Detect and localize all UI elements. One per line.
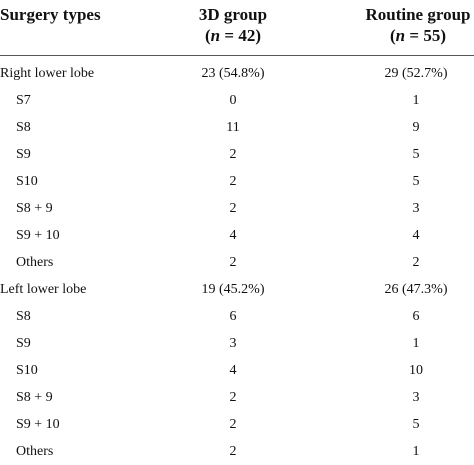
cell-routine-group-value: 3: [412, 201, 420, 216]
row-subsegment-label: Others: [16, 255, 54, 270]
table-row: S8 + 9 2 3: [0, 195, 474, 222]
cell-3d-group-value: 2: [229, 444, 237, 459]
row-subsegment-label: S8: [16, 309, 31, 324]
cell-3d-group-value: 11: [226, 120, 240, 135]
row-subsegment-label: S8 + 9: [16, 390, 53, 405]
row-subsegment-label: S7: [16, 93, 31, 108]
header-3d-group: 3D group (n = 42): [175, 4, 291, 46]
header-routine-group-title: Routine group: [365, 5, 471, 24]
cell-routine-group-value: 1: [412, 93, 420, 108]
table-row: S10 4 10: [0, 357, 474, 384]
table-row: S9 + 10 4 4: [0, 222, 474, 249]
header-routine-group-n: (n = 55): [348, 25, 474, 46]
header-3d-paren: (: [205, 26, 211, 45]
cell-3d-group-value: 23 (54.8%): [201, 66, 265, 81]
cell-3d-group-value: 19 (45.2%): [201, 282, 265, 297]
table-header: Surgery types 3D group (n = 42) Routine …: [0, 0, 474, 56]
row-group-label: Left lower lobe: [0, 282, 87, 297]
header-divider: [0, 55, 474, 56]
cell-routine-group-value: 1: [412, 444, 420, 459]
header-routine-n-value: = 55): [405, 26, 446, 45]
table-row: Left lower lobe 19 (45.2%) 26 (47.3%): [0, 276, 474, 303]
cell-3d-group-value: 2: [229, 390, 237, 405]
cell-routine-group-value: 1: [412, 336, 420, 351]
table-row: S8 11 9: [0, 114, 474, 141]
cell-3d-group-value: 2: [229, 174, 237, 189]
header-routine-paren: (: [390, 26, 396, 45]
cell-3d-group-value: 2: [229, 147, 237, 162]
row-subsegment-label: S8 + 9: [16, 201, 53, 216]
header-3d-n-symbol: n: [210, 26, 221, 45]
row-subsegment-label: S10: [16, 363, 38, 378]
table-row: Others 2 1: [0, 438, 474, 465]
header-surgery-types: Surgery types: [0, 4, 101, 25]
row-subsegment-label: S8: [16, 120, 31, 135]
row-subsegment-label: S10: [16, 174, 38, 189]
cell-3d-group-value: 3: [229, 336, 237, 351]
cell-3d-group-value: 2: [229, 417, 237, 432]
table-row: Others 2 2: [0, 249, 474, 276]
cell-routine-group-value: 5: [412, 174, 420, 189]
row-subsegment-label: S9: [16, 147, 31, 162]
cell-routine-group-value: 4: [412, 228, 420, 243]
row-subsegment-label: S9 + 10: [16, 417, 60, 432]
cell-3d-group-value: 4: [229, 228, 237, 243]
cell-routine-group-value: 29 (52.7%): [384, 66, 448, 81]
row-group-label: Right lower lobe: [0, 66, 95, 81]
cell-routine-group-value: 10: [409, 363, 423, 378]
cell-routine-group-value: 5: [412, 147, 420, 162]
header-3d-n-value: = 42): [220, 26, 261, 45]
header-routine-n-symbol: n: [395, 26, 406, 45]
cell-3d-group-value: 2: [229, 201, 237, 216]
table-row: S7 0 1: [0, 87, 474, 114]
row-subsegment-label: Others: [16, 444, 54, 459]
table-row: Right lower lobe 23 (54.8%) 29 (52.7%): [0, 60, 474, 87]
cell-routine-group-value: 3: [412, 390, 420, 405]
header-3d-group-n: (n = 42): [175, 25, 291, 46]
cell-3d-group-value: 0: [229, 93, 237, 108]
table-row: S9 2 5: [0, 141, 474, 168]
header-surgery-types-text: Surgery types: [0, 5, 101, 24]
table-row: S8 6 6: [0, 303, 474, 330]
cell-routine-group-value: 5: [412, 417, 420, 432]
cell-routine-group-value: 26 (47.3%): [384, 282, 448, 297]
cell-3d-group-value: 4: [229, 363, 237, 378]
table-row: S9 3 1: [0, 330, 474, 357]
table-row: S10 2 5: [0, 168, 474, 195]
table-row: S8 + 9 2 3: [0, 384, 474, 411]
row-subsegment-label: S9: [16, 336, 31, 351]
cell-routine-group-value: 9: [412, 120, 420, 135]
table-row: S9 + 10 2 5: [0, 411, 474, 438]
header-3d-group-title: 3D group: [198, 5, 268, 24]
row-subsegment-label: S9 + 10: [16, 228, 60, 243]
header-routine-group: Routine group (n = 55): [348, 4, 474, 46]
cell-routine-group-value: 2: [412, 255, 420, 270]
cell-3d-group-value: 6: [229, 309, 237, 324]
cell-3d-group-value: 2: [229, 255, 237, 270]
cell-routine-group-value: 6: [412, 309, 420, 324]
